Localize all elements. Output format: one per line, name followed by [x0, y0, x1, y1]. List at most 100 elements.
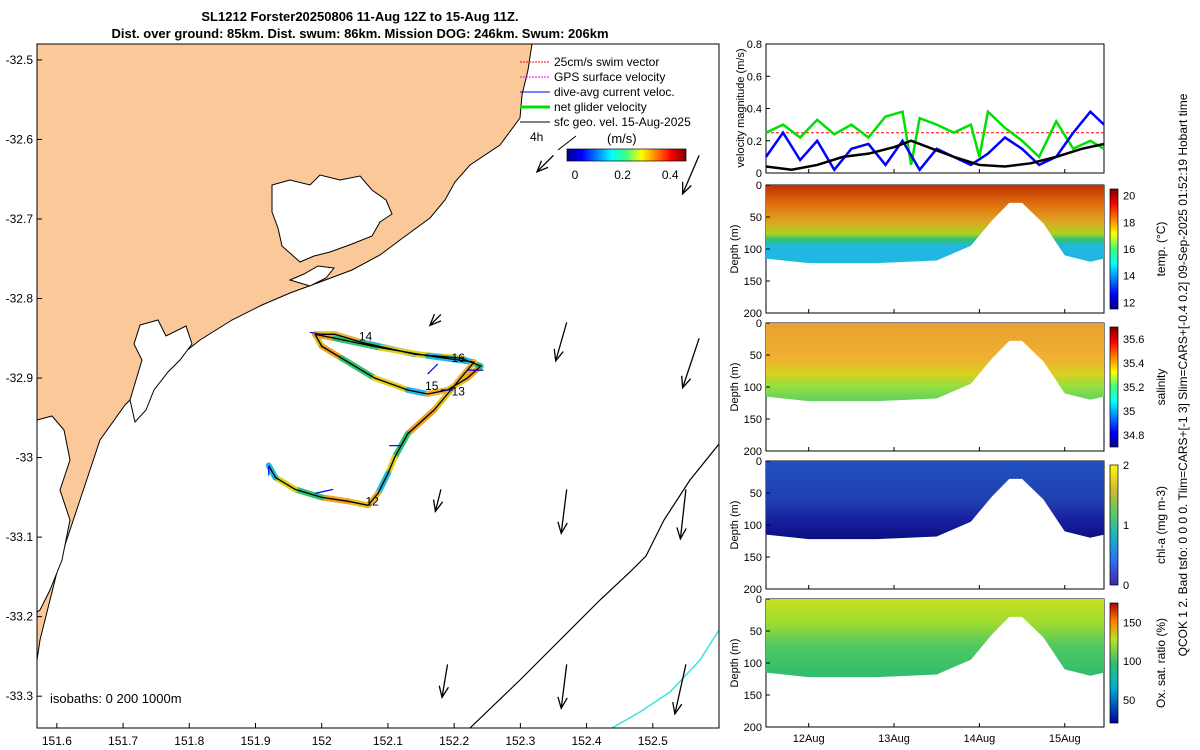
- isobath-200: [469, 443, 719, 728]
- map-x-tick-label: 152.4: [572, 734, 602, 748]
- map-x-tick-label: 152.5: [638, 734, 668, 748]
- geo-vector-arrow: [560, 664, 568, 709]
- map-x-tick-label: 151.7: [108, 734, 138, 748]
- map-x-tick-label: 151.9: [240, 734, 270, 748]
- colorbar-tick-label: 20: [1123, 191, 1135, 203]
- section-colorbar: [1109, 188, 1119, 310]
- geo-vector-arrow: [682, 338, 700, 388]
- depth-tick-label: 100: [744, 658, 762, 670]
- section-ylabel: Depth (m): [729, 225, 741, 274]
- section-colorbar-label: Ox. sat. ratio (%): [1154, 618, 1168, 708]
- chart-title-line2: Dist. over ground: 85km. Dist. swum: 86k…: [111, 26, 609, 41]
- colorbar-tick-label: 35: [1123, 406, 1135, 418]
- colorbar-tick-label: 12: [1123, 297, 1135, 309]
- colorbar-tick-label: 2: [1123, 460, 1129, 472]
- velocity-series-line: [765, 139, 1105, 172]
- colorbar-tick-label: 35.4: [1123, 358, 1144, 370]
- velocity-y-tick-label: 0.8: [747, 39, 762, 51]
- temperature-section: 0 50 100 150 200 Depth (m) 12 14 16 18 20 temp. (°C…: [729, 180, 1168, 320]
- colorbar-tick-label: 35.2: [1123, 382, 1144, 394]
- section-ylabel: Depth (m): [729, 639, 741, 688]
- depth-tick-label: 100: [744, 382, 762, 394]
- depth-tick-label: 100: [744, 244, 762, 256]
- depth-tick-label: 100: [744, 520, 762, 532]
- time-tick-label: 12Aug: [793, 733, 825, 745]
- coastline-land: [37, 44, 533, 661]
- geo-vector-head: [432, 499, 444, 514]
- track-day-label: 16: [452, 351, 466, 365]
- depth-tick-label: 50: [750, 212, 762, 224]
- geo-vector-head: [557, 521, 568, 536]
- depth-tick-label: 0: [756, 318, 762, 330]
- map-y-tick-label: -32.6: [6, 132, 34, 146]
- velocity-y-tick-label: 0.6: [747, 71, 762, 83]
- velocity-series-line: [765, 109, 1105, 166]
- geo-vector-head: [676, 527, 687, 541]
- depth-tick-label: 0: [756, 456, 762, 468]
- legend-swim: 25cm/s swim vector: [554, 55, 659, 69]
- map-frame: [36, 43, 720, 729]
- map-y-tick-label: -32.8: [6, 292, 34, 306]
- speed-colorbar: [566, 148, 687, 162]
- time-tick-label: 15Aug: [1049, 733, 1081, 745]
- depth-tick-label: 50: [750, 350, 762, 362]
- chlorophyll-section: 0 50 100 150 200 Depth (m) 0 1 2 chl-a (mg m-3): [729, 456, 1168, 596]
- colorbar-tick-label: 18: [1123, 217, 1135, 229]
- time-tick-label: 14Aug: [963, 733, 995, 745]
- geo-vector-head: [553, 348, 564, 363]
- salinity-section: 0 50 100 150 200 Depth (m) 34.8 35 35.2 35.4 35.6 s…: [729, 318, 1168, 458]
- section-colorbar: [1109, 464, 1119, 586]
- colorbar-tick-label: 14: [1123, 271, 1135, 283]
- geo-vector-head: [672, 701, 683, 716]
- map-legend: 25cm/s swim vector GPS surface velocity …: [50, 55, 691, 706]
- colorbar-tick-label: 34.8: [1123, 430, 1144, 442]
- map-x-tick-label: 152.1: [373, 734, 403, 748]
- geo-vector-arrow: [429, 313, 442, 326]
- section-ylabel: Depth (m): [729, 501, 741, 550]
- depth-tick-label: 150: [744, 414, 762, 426]
- isobath-1000: [611, 629, 719, 728]
- depth-tick-label: 50: [750, 488, 762, 500]
- scale-arrow: [557, 135, 577, 151]
- lake-2: [129, 319, 193, 424]
- geo-vector-head: [681, 181, 692, 196]
- section-colorbar-label: chl-a (mg m-3): [1154, 486, 1168, 564]
- legend-gps: GPS surface velocity: [554, 70, 665, 84]
- inlet: [288, 265, 335, 287]
- section-field: [766, 461, 1104, 540]
- colorbar-tick-label: 0.4: [662, 168, 679, 182]
- geo-vector-arrow: [434, 489, 442, 512]
- colorbar-label: (m/s): [607, 131, 637, 146]
- section-colorbar-label: temp. (°C): [1154, 222, 1168, 277]
- isobaths-label: isobaths: 0 200 1000m: [50, 691, 182, 706]
- oxygen-section: 0 50 100 150 200 Depth (m) 50 100 150 Ox. sat. ra…: [729, 594, 1168, 745]
- depth-tick-label: 0: [756, 594, 762, 606]
- velocity-series: [764, 109, 1105, 172]
- geo-vector-head: [557, 696, 568, 711]
- velocity-y-tick-label: 0.2: [747, 136, 762, 148]
- map-y-tick-label: -32.7: [6, 212, 34, 226]
- velocity-axes: [765, 43, 1105, 174]
- colorbar-tick-label: 0: [1123, 580, 1129, 592]
- map-x-tick-label: 152.2: [439, 734, 469, 748]
- geo-vector-arrow: [679, 489, 687, 539]
- velocity-panel: 0 0.2 0.4 0.6 0.8 velocity magnitude (m/s): [735, 39, 1105, 180]
- chart-title-line1: SL1212 Forster20250806 11-Aug 12Z to 15-…: [201, 9, 519, 24]
- depth-tick-label: 150: [744, 552, 762, 564]
- depth-tick-label: 200: [744, 308, 762, 320]
- geo-vectors: [428, 154, 700, 716]
- depth-tick-label: 200: [744, 584, 762, 596]
- map-y-tick-label: -33.2: [6, 610, 34, 624]
- track-day-label: 15: [425, 379, 439, 393]
- colorbar-tick-label: 150: [1123, 617, 1141, 629]
- colorbar-tick-label: 16: [1123, 244, 1135, 256]
- current-vector: [314, 488, 334, 494]
- section-ylabel: Depth (m): [729, 363, 741, 412]
- map-y-tick-label: -32.5: [6, 53, 34, 67]
- velocity-ticks: 0 0.2 0.4 0.6 0.8: [747, 39, 1066, 180]
- map-y-ticks: -32.5 -32.6 -32.7 -32.8 -32.9 -33 -33.1 -33.2 -3…: [6, 53, 42, 703]
- depth-tick-label: 150: [744, 690, 762, 702]
